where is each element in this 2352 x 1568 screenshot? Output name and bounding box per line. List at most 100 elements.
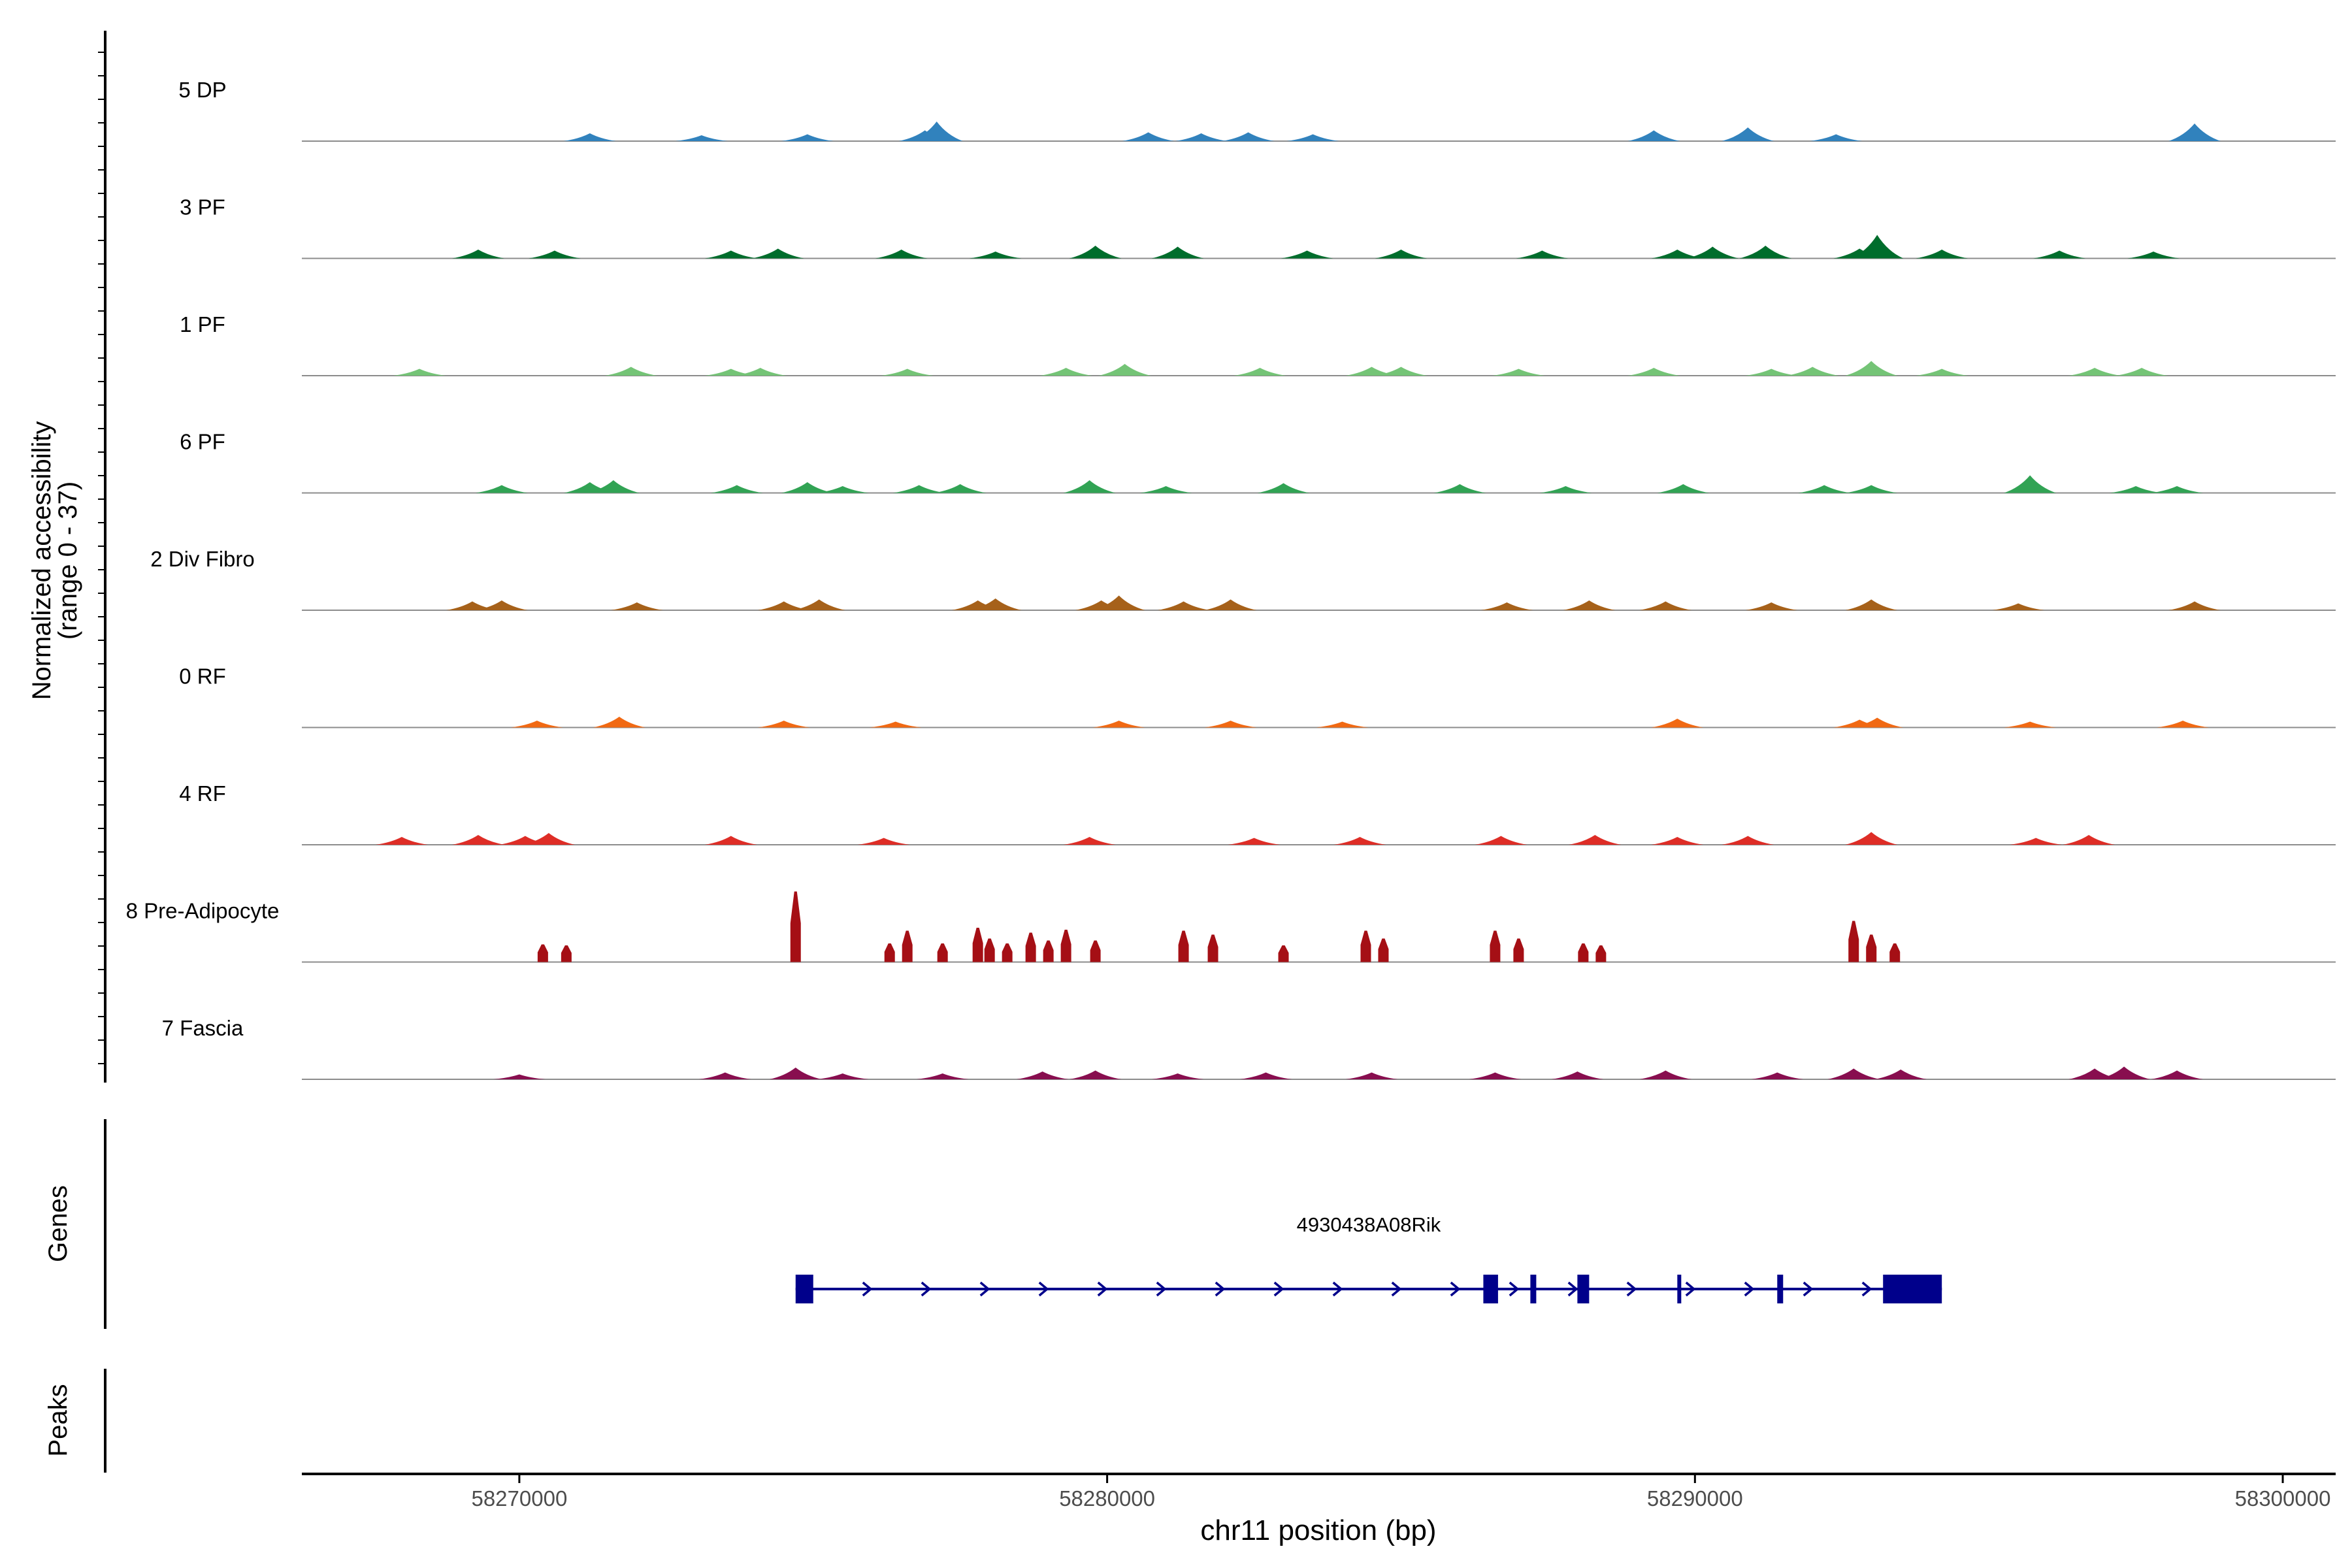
track-label: 8 Pre-Adipocyte (126, 899, 280, 923)
coverage-peak (393, 368, 446, 376)
coverage-peak (757, 721, 810, 728)
coverage-peak (1257, 483, 1310, 493)
y-axis-label-line1: Normalized accessibility (27, 421, 56, 700)
coverage-peak (1810, 134, 1863, 141)
coverage-peak (1157, 601, 1210, 610)
coverage-peak (1228, 838, 1281, 845)
strand-arrow (1744, 1281, 1755, 1297)
coverage-peak (1345, 1072, 1398, 1079)
coverage-peak (1874, 1070, 1927, 1079)
coverage-peak (1786, 367, 1839, 376)
coverage-peak (1551, 1071, 1604, 1079)
coverage-peak (1043, 940, 1054, 962)
strand-arrow (1450, 1281, 1461, 1297)
coverage-peak (1375, 367, 1428, 376)
coverage-peak (1063, 480, 1116, 493)
strand-arrow (1391, 1281, 1402, 1297)
track-8-pre-adipocyte (302, 891, 2336, 963)
coverage-peak (1433, 484, 1486, 493)
coverage-peak (1722, 836, 1774, 845)
coverage-peak (934, 484, 987, 493)
coverage-peak (1098, 364, 1151, 376)
coverage-peak (1151, 1073, 1204, 1079)
strand-arrow (1567, 1281, 1578, 1297)
coverage-peak (781, 482, 834, 493)
coverage-peak (2168, 123, 2221, 141)
coverage-peak (751, 248, 804, 259)
coverage-peak (1207, 934, 1218, 962)
coverage-peak (792, 599, 845, 610)
coverage-peak (1222, 132, 1275, 141)
y-axis-label-line2: (range 0 - 37) (54, 482, 82, 640)
coverage-peak (1845, 832, 1898, 845)
track-label: 2 Div Fibro (150, 547, 255, 571)
coverage-peak (1286, 134, 1339, 141)
track-6-pf (302, 475, 2336, 494)
coverage-peak (537, 944, 548, 962)
coverage-peak (2098, 1066, 2151, 1079)
coverage-peak (1151, 246, 1204, 259)
coverage-peak (1627, 368, 1680, 376)
gene-name-label: 4930438A08Rik (1297, 1213, 1441, 1236)
coverage-peak (1651, 250, 1704, 259)
coverage-peak (475, 485, 528, 493)
strand-arrow (1097, 1281, 1108, 1297)
coverage-peak (2004, 721, 2057, 728)
coverage-peak (1039, 368, 1092, 376)
coverage-peak (710, 485, 763, 493)
strand-arrow (1626, 1281, 1637, 1297)
gene-exon (795, 1275, 813, 1303)
coverage-peak (884, 943, 895, 962)
coverage-peak (2068, 368, 2121, 376)
coverage-peak (1595, 945, 1607, 962)
coverage-peak (1827, 1068, 1880, 1079)
coverage-peak (2063, 835, 2115, 845)
coverage-peak (910, 122, 963, 141)
coverage-peak (704, 836, 757, 845)
coverage-peak (816, 486, 869, 493)
coverage-peak (892, 485, 945, 493)
coverage-peak (869, 721, 922, 728)
coverage-peak (698, 1072, 751, 1079)
strand-arrow (921, 1281, 932, 1297)
coverage-peak (969, 252, 1022, 259)
coverage-peak (1889, 943, 1901, 962)
coverage-peak (451, 250, 504, 259)
coverage-peak (1639, 601, 1692, 610)
strand-arrow (1273, 1281, 1284, 1297)
coverage-peak (1375, 250, 1428, 259)
coverage-peak (493, 1074, 546, 1079)
coverage-peak (1866, 934, 1877, 962)
coverage-peak (881, 368, 934, 376)
coverage-peak (1992, 603, 2045, 610)
coverage-peak (1178, 930, 1189, 962)
coverage-peak (1475, 836, 1527, 845)
coverage-peak (1175, 133, 1228, 141)
coverage-peak (2151, 1070, 2204, 1079)
coverage-peak (1745, 602, 1798, 610)
coverage-peak (1639, 1070, 1692, 1079)
strand-arrow (1803, 1281, 1814, 1297)
coverage-peak (1492, 368, 1545, 376)
track-label: 7 Fascia (162, 1016, 244, 1040)
coverage-peak (561, 945, 572, 962)
coverage-peak (604, 367, 657, 376)
gene-annotation (795, 1275, 1942, 1303)
coverage-peak (1651, 837, 1704, 845)
coverage-peak (1333, 837, 1386, 845)
coverage-peak (1848, 921, 1859, 962)
coverage-peak (2157, 721, 2210, 728)
coverage-peak (2110, 486, 2163, 493)
coverage-peak (1851, 235, 1904, 259)
coverage-peak (1516, 250, 1569, 259)
track-5-dp (302, 122, 2336, 142)
coverage-peak (1563, 600, 1616, 610)
track-label: 5 DP (178, 78, 226, 102)
coverage-peak (1060, 930, 1071, 962)
coverage-peak (1204, 599, 1257, 610)
coverage-peak (2010, 838, 2063, 845)
strand-arrow (1156, 1281, 1167, 1297)
strand-arrow (979, 1281, 990, 1297)
coverage-peak (2168, 601, 2221, 610)
track-label: 4 RF (179, 781, 226, 806)
